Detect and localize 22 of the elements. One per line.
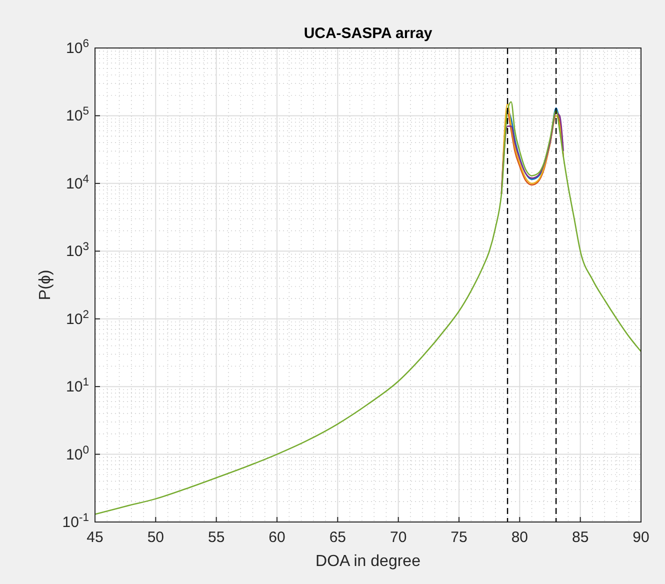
x-tick-label: 55: [208, 529, 225, 546]
y-axis-title: P(ϕ): [37, 270, 54, 300]
x-tick-label: 70: [390, 529, 407, 546]
x-tick-label: 45: [86, 529, 104, 546]
x-tick-label: 75: [450, 529, 468, 546]
x-tick-label: 50: [147, 529, 164, 546]
chart-title: UCA-SASPA array: [304, 25, 433, 42]
line-series: [94, 101, 642, 515]
y-tick-label: 10$^{4}$: [66, 173, 89, 192]
x-tick-label: 80: [511, 529, 528, 546]
y-tick-label: 10$^{3}$: [66, 241, 89, 260]
y-tick-label: 10$^{1}$: [66, 376, 89, 396]
x-axis-title: DOA in degree: [316, 553, 421, 570]
y-tick-label: 10$^{2}$: [66, 308, 89, 328]
y-tick-label: 10$^{6}$: [66, 38, 89, 57]
x-tick-label: 85: [572, 529, 589, 546]
y-tick-label: 10$^{0}$: [66, 444, 89, 464]
y-tick-label: 10$^{-1}$: [62, 512, 89, 531]
y-tick-label: 10$^{5}$: [66, 106, 89, 125]
x-tick-label: 90: [632, 529, 650, 546]
x-tick-label: 60: [268, 529, 286, 546]
x-tick-label: 65: [329, 529, 346, 546]
